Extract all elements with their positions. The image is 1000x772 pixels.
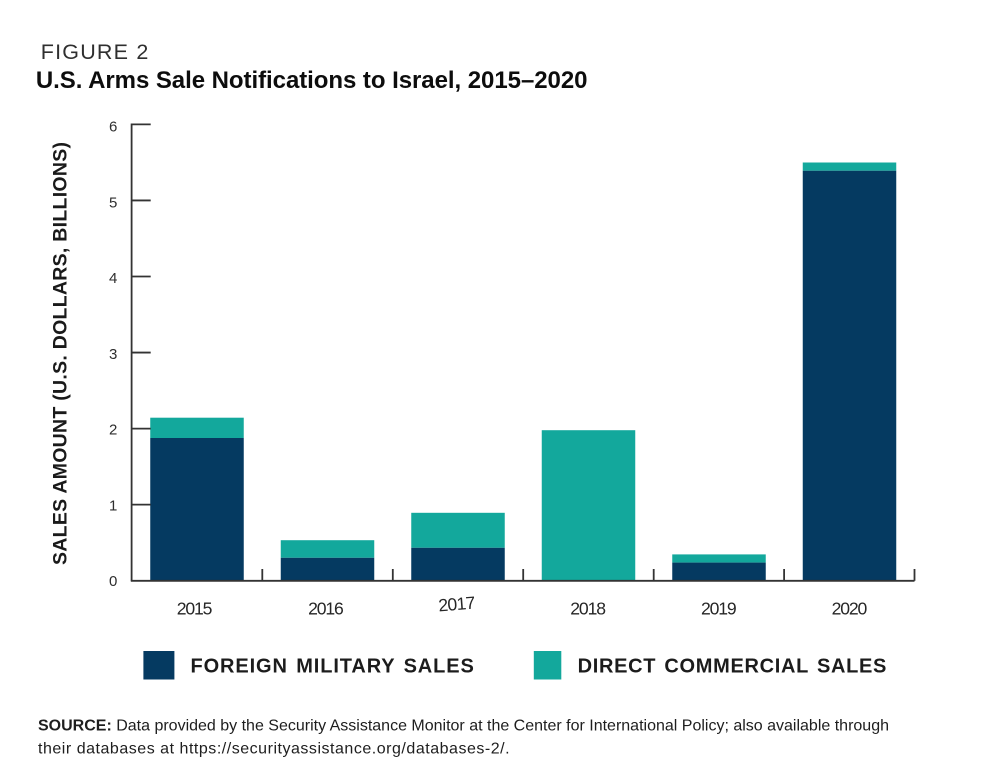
svg-text:2015: 2015 xyxy=(177,599,213,619)
svg-text:their databases at https://sec: their databases at https://securityassis… xyxy=(38,741,510,758)
svg-text:2020: 2020 xyxy=(832,599,868,619)
svg-text:6: 6 xyxy=(109,119,117,136)
svg-text:0: 0 xyxy=(109,573,117,590)
svg-text:2019: 2019 xyxy=(701,599,737,619)
svg-text:FIGURE 2: FIGURE 2 xyxy=(41,40,149,64)
svg-text:2: 2 xyxy=(109,422,117,439)
svg-text:SALES AMOUNT (U.S. DOLLARS, BI: SALES AMOUNT (U.S. DOLLARS, BILLIONS) xyxy=(49,141,71,565)
svg-text:DIRECT COMMERCIAL SALES: DIRECT COMMERCIAL SALES xyxy=(578,656,888,678)
svg-text:1: 1 xyxy=(109,497,117,514)
svg-text:FOREIGN MILITARY SALES: FOREIGN MILITARY SALES xyxy=(191,656,476,678)
svg-text:2017: 2017 xyxy=(438,593,476,616)
svg-text:2016: 2016 xyxy=(308,599,344,619)
svg-text:5: 5 xyxy=(109,194,117,211)
svg-text:4: 4 xyxy=(109,270,117,287)
svg-text:SOURCE: Data provided by the S: SOURCE: Data provided by the Security As… xyxy=(38,718,889,735)
svg-text:2018: 2018 xyxy=(570,599,606,619)
svg-text:3: 3 xyxy=(109,346,117,363)
svg-text:U.S. Arms Sale Notifications t: U.S. Arms Sale Notifications to Israel, … xyxy=(36,67,588,94)
